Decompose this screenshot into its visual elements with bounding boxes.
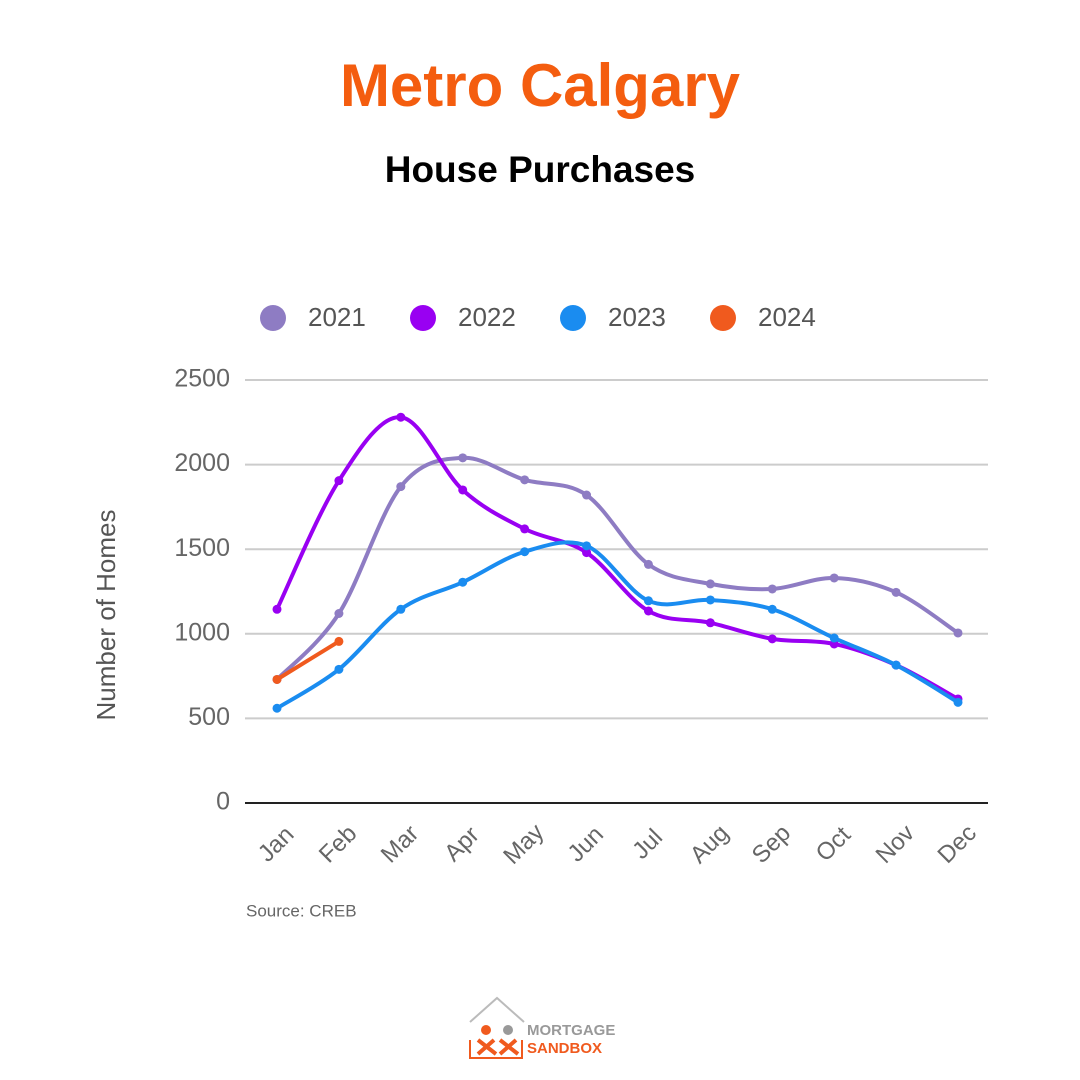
data-point xyxy=(272,604,282,614)
x-tick-label: Oct xyxy=(811,821,857,867)
data-point xyxy=(582,490,592,500)
legend-swatch xyxy=(710,305,736,331)
legend-swatch xyxy=(260,305,286,331)
data-point xyxy=(767,584,777,594)
data-point xyxy=(767,604,777,614)
data-point xyxy=(829,633,839,643)
data-point xyxy=(705,618,715,628)
y-axis-label: Number of Homes xyxy=(91,510,121,721)
data-point xyxy=(891,587,901,597)
data-point xyxy=(396,412,406,422)
x-tick-label: Feb xyxy=(314,820,362,868)
data-point xyxy=(520,547,530,557)
logo: MORTGAGE SANDBOX xyxy=(469,996,615,1059)
data-point xyxy=(272,703,282,713)
x-tick-label: Jul xyxy=(627,824,668,865)
data-point xyxy=(458,485,468,495)
chart-title: Metro Calgary xyxy=(340,52,741,119)
data-point xyxy=(334,608,344,618)
y-tick-label: 500 xyxy=(188,703,230,731)
x-tick-label: Mar xyxy=(376,820,424,868)
data-point xyxy=(396,482,406,492)
logo-text: MORTGAGE xyxy=(527,1022,615,1039)
data-point xyxy=(705,579,715,589)
x-tick-label: Jan xyxy=(253,821,299,867)
data-point xyxy=(953,628,963,638)
data-point xyxy=(582,548,592,558)
legend-swatch xyxy=(410,305,436,331)
data-point xyxy=(643,596,653,606)
legend-label: 2023 xyxy=(608,302,666,332)
x-tick-label: Nov xyxy=(871,820,920,869)
y-tick-label: 1500 xyxy=(174,534,230,562)
logo-figure xyxy=(481,1025,491,1035)
x-tick-label: Dec xyxy=(933,820,982,869)
data-point xyxy=(520,524,530,534)
data-point xyxy=(334,476,344,486)
data-point xyxy=(643,606,653,616)
data-point xyxy=(582,541,592,551)
legend-label: 2024 xyxy=(758,302,816,332)
logo-box xyxy=(469,1040,523,1059)
chart-subtitle: House Purchases xyxy=(385,149,696,190)
logo-roof xyxy=(469,996,525,1023)
y-tick-label: 1000 xyxy=(174,618,230,646)
x-tick-label: Apr xyxy=(439,821,485,867)
data-point xyxy=(334,636,344,646)
series-line xyxy=(275,415,959,701)
data-point xyxy=(520,475,530,485)
series-line xyxy=(275,540,960,710)
data-point xyxy=(334,664,344,674)
data-point xyxy=(458,577,468,587)
data-point xyxy=(767,634,777,644)
x-tick-label: Aug xyxy=(685,820,734,869)
data-point xyxy=(953,697,963,707)
y-tick-label: 2000 xyxy=(174,449,230,477)
x-tick-label: Sep xyxy=(747,820,796,869)
source-note: Source: CREB xyxy=(246,901,357,920)
x-tick-label: Jun xyxy=(562,821,608,867)
y-tick-label: 0 xyxy=(216,788,230,816)
data-point xyxy=(272,674,282,684)
data-point xyxy=(705,595,715,605)
data-point xyxy=(829,573,839,583)
legend-swatch xyxy=(560,305,586,331)
logo-text: SANDBOX xyxy=(527,1040,602,1057)
legend-label: 2022 xyxy=(458,302,516,332)
data-point xyxy=(458,453,468,463)
data-point xyxy=(891,660,901,670)
legend-label: 2021 xyxy=(308,302,366,332)
logo-figure xyxy=(503,1025,513,1035)
y-tick-label: 2500 xyxy=(174,365,230,393)
x-tick-label: May xyxy=(498,819,549,870)
logo-mark xyxy=(476,1038,520,1056)
data-point xyxy=(643,559,653,569)
data-point xyxy=(396,604,406,614)
